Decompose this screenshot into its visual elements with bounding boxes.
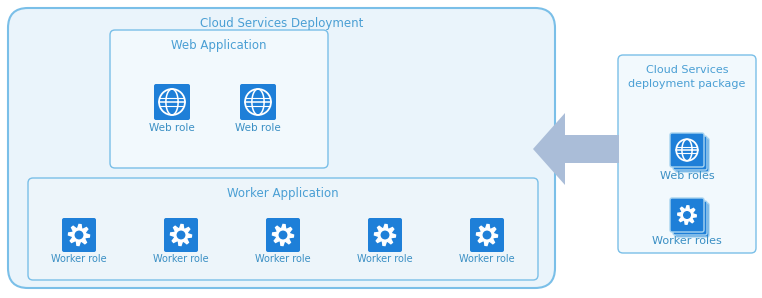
FancyBboxPatch shape (62, 218, 96, 252)
FancyBboxPatch shape (110, 30, 328, 168)
Circle shape (483, 231, 491, 239)
FancyBboxPatch shape (672, 135, 702, 165)
Text: Web Application: Web Application (171, 40, 267, 52)
FancyBboxPatch shape (240, 84, 276, 120)
Polygon shape (69, 224, 90, 246)
FancyBboxPatch shape (673, 201, 707, 235)
FancyBboxPatch shape (8, 8, 555, 288)
Text: Cloud Services Deployment: Cloud Services Deployment (200, 18, 363, 30)
Text: Cloud Services
deployment package: Cloud Services deployment package (629, 65, 746, 89)
Circle shape (178, 231, 184, 239)
Circle shape (75, 231, 83, 239)
FancyBboxPatch shape (670, 198, 704, 232)
Text: Web role: Web role (235, 123, 281, 133)
FancyBboxPatch shape (28, 178, 538, 280)
FancyBboxPatch shape (675, 203, 709, 237)
Polygon shape (171, 224, 191, 246)
Text: Web role: Web role (149, 123, 195, 133)
Polygon shape (273, 224, 293, 246)
Circle shape (279, 231, 287, 239)
Text: Worker role: Worker role (459, 254, 515, 264)
FancyBboxPatch shape (618, 55, 756, 253)
Text: Worker role: Worker role (51, 254, 107, 264)
Text: Worker role: Worker role (153, 254, 209, 264)
Polygon shape (677, 206, 696, 224)
FancyBboxPatch shape (670, 133, 704, 167)
FancyBboxPatch shape (673, 136, 707, 170)
Text: Worker role: Worker role (357, 254, 413, 264)
FancyBboxPatch shape (164, 218, 198, 252)
Polygon shape (374, 224, 395, 246)
FancyBboxPatch shape (675, 138, 709, 172)
FancyBboxPatch shape (368, 218, 402, 252)
Text: Worker role: Worker role (255, 254, 311, 264)
FancyBboxPatch shape (154, 84, 190, 120)
Polygon shape (533, 113, 619, 185)
Circle shape (381, 231, 389, 239)
FancyBboxPatch shape (470, 218, 504, 252)
Text: Web roles: Web roles (660, 171, 714, 181)
FancyBboxPatch shape (266, 218, 300, 252)
Polygon shape (476, 224, 498, 246)
FancyBboxPatch shape (672, 200, 702, 230)
Circle shape (684, 212, 690, 218)
Text: Worker Application: Worker Application (227, 187, 339, 199)
Text: Worker roles: Worker roles (652, 236, 722, 246)
